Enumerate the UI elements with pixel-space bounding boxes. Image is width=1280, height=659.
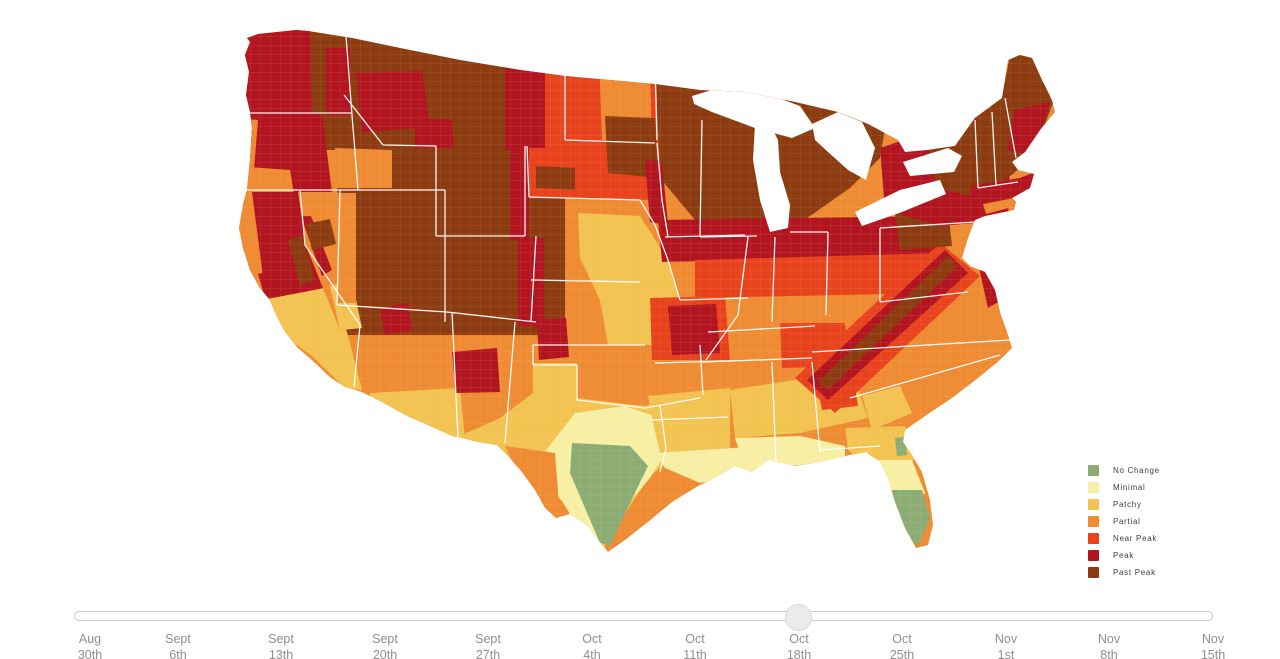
- minimal-swatch-icon: [1088, 481, 1099, 493]
- patchy-swatch-icon: [1088, 498, 1099, 510]
- tick-label-nov-15: Nov 15th: [1200, 632, 1226, 659]
- legend-item-label: Minimal: [1113, 482, 1146, 492]
- tick-label-nov-1: Nov 1st: [994, 632, 1018, 659]
- tick-label-oct-25: Oct 25th: [889, 632, 915, 659]
- county-lines-texture: [239, 30, 1055, 552]
- legend-item-minimal: Minimal: [1088, 479, 1258, 495]
- peak-swatch-icon: [1088, 549, 1099, 561]
- tick-label-oct-11: Oct 11th: [683, 632, 707, 659]
- lake-erie: [855, 180, 946, 226]
- legend-item-label: Past Peak: [1113, 567, 1156, 577]
- tick-label-sept-6: Sept 6th: [165, 632, 191, 659]
- legend-item-label: Patchy: [1113, 499, 1142, 509]
- legend-item-label: Partial: [1113, 516, 1141, 526]
- legend-item-label: Near Peak: [1113, 533, 1158, 543]
- lake-huron: [812, 112, 875, 180]
- tick-label-nov-8: Nov 8th: [1097, 632, 1121, 659]
- usa-foliage-map: [235, 28, 1065, 590]
- near-peak-swatch-icon: [1088, 532, 1099, 544]
- lake-michigan: [753, 120, 790, 232]
- map-regions: [239, 30, 1055, 552]
- past-peak-swatch-icon: [1088, 566, 1099, 578]
- tick-label-sept-27: Sept 27th: [475, 632, 501, 659]
- legend-item-near-peak: Near Peak: [1088, 530, 1258, 546]
- legend-item-past-peak: Past Peak: [1088, 564, 1258, 580]
- legend-item-no-change: No Change: [1088, 462, 1258, 478]
- lake-ontario: [903, 148, 962, 176]
- partial-swatch-icon: [1088, 515, 1099, 527]
- tick-label-oct-4: Oct 4th: [582, 632, 602, 659]
- legend-item-patchy: Patchy: [1088, 496, 1258, 512]
- legend-item-partial: Partial: [1088, 513, 1258, 529]
- tick-label-sept-13: Sept 13th: [268, 632, 294, 659]
- tick-label-aug-30: Aug 30th: [77, 632, 103, 659]
- usa-map-svg: [239, 30, 1055, 552]
- legend: No Change Minimal Patchy Partial Near Pe…: [1088, 462, 1258, 581]
- legend-item-label: No Change: [1113, 465, 1160, 475]
- date-slider-track[interactable]: [74, 611, 1213, 621]
- state-borders: [240, 35, 1019, 473]
- legend-item-label: Peak: [1113, 550, 1135, 560]
- date-slider-handle[interactable]: [785, 604, 813, 631]
- tick-label-oct-18: Oct 18th: [786, 632, 812, 659]
- no-change-swatch-icon: [1088, 464, 1099, 476]
- legend-item-peak: Peak: [1088, 547, 1258, 563]
- lake-superior: [692, 86, 815, 138]
- tick-label-sept-20: Sept 20th: [372, 632, 398, 659]
